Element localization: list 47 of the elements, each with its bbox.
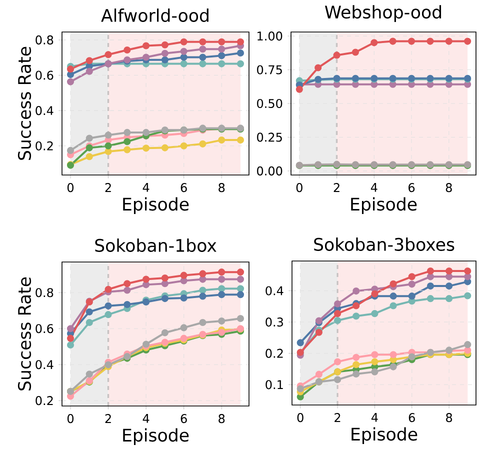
y-tick-label: 0.00 bbox=[257, 166, 282, 176]
x-tick-label: 8 bbox=[446, 183, 452, 192]
y-tick-label: 0.6 bbox=[36, 324, 54, 334]
x-axis-title: Episode bbox=[352, 427, 418, 444]
chart-title: Webshop-ood bbox=[324, 5, 442, 22]
y-tick-label: 0.3 bbox=[266, 318, 283, 327]
y-axis-title: Success Rate bbox=[18, 277, 32, 390]
x-tick-label: 2 bbox=[334, 183, 340, 192]
x-tick-label: 4 bbox=[142, 183, 150, 192]
x-tick-label: 0 bbox=[67, 183, 74, 192]
x-tick-label: 6 bbox=[180, 414, 187, 424]
y-tick-label: 0.4 bbox=[266, 286, 284, 296]
x-tick-label: 6 bbox=[408, 183, 415, 192]
y-tick-label: 0.8 bbox=[36, 288, 54, 298]
x-tick-label: 4 bbox=[370, 183, 378, 192]
x-tick-label: 0 bbox=[296, 183, 302, 192]
chart-title: Sokoban-3boxes bbox=[314, 238, 454, 251]
x-tick-label: 2 bbox=[334, 413, 340, 422]
y-tick-label: 0.6 bbox=[36, 70, 54, 80]
y-tick-label: 0.50 bbox=[257, 98, 282, 108]
x-tick-label: 8 bbox=[218, 183, 225, 192]
x-axis-title: Episode bbox=[123, 428, 189, 446]
y-tick-label: 0.2 bbox=[266, 348, 283, 358]
x-tick-label: 0 bbox=[297, 413, 304, 422]
x-tick-label: 2 bbox=[105, 414, 111, 423]
y-tick-label: 0.75 bbox=[257, 65, 282, 74]
x-axis-title: Episode bbox=[351, 197, 417, 214]
x-tick-label: 6 bbox=[408, 413, 415, 422]
x-tick-label: 6 bbox=[180, 183, 187, 192]
y-tick-label: 0.4 bbox=[36, 360, 54, 370]
chart-title: Sokoban-1box bbox=[95, 238, 216, 252]
x-tick-label: 8 bbox=[446, 413, 452, 422]
chart-title: Alfworld-ood bbox=[101, 8, 208, 22]
y-axis-title: Success Rate bbox=[18, 46, 32, 160]
y-tick-label: 0.2 bbox=[36, 141, 53, 150]
x-tick-label: 4 bbox=[142, 414, 150, 423]
y-tick-label: 0.1 bbox=[266, 380, 283, 390]
x-axis-title: Episode bbox=[123, 197, 189, 214]
x-tick-label: 2 bbox=[105, 183, 111, 192]
y-tick-label: 1.00 bbox=[258, 32, 282, 41]
y-tick-label: 0.2 bbox=[36, 396, 53, 406]
y-tick-label: 0.8 bbox=[36, 35, 54, 44]
x-tick-label: 0 bbox=[67, 414, 74, 424]
y-tick-label: 0.4 bbox=[36, 106, 54, 116]
x-tick-label: 4 bbox=[371, 413, 378, 422]
x-tick-label: 8 bbox=[218, 414, 225, 424]
y-tick-label: 0.25 bbox=[257, 132, 282, 142]
